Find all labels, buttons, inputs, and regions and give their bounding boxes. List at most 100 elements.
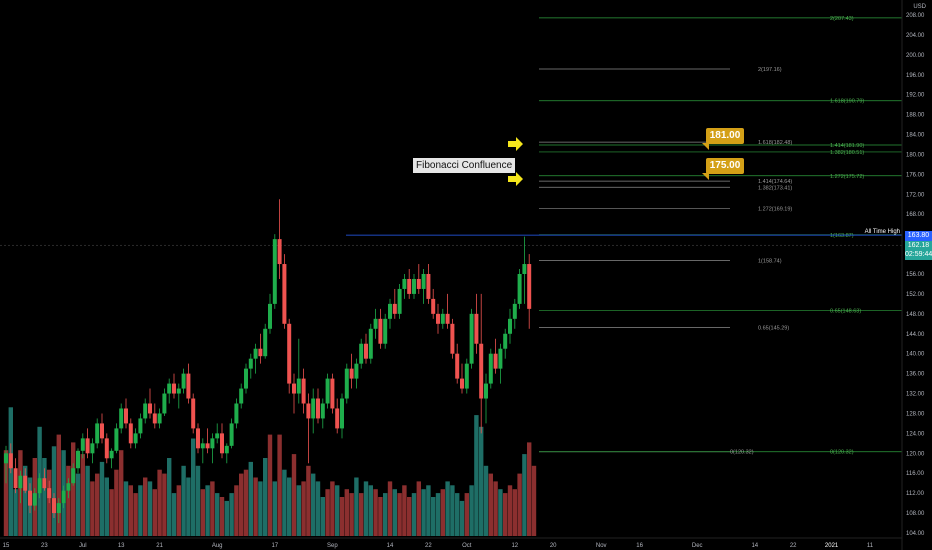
candle-body [52,498,56,514]
y-axis-tick: 140.00 [906,352,925,358]
volume-bar [56,434,61,536]
y-axis-tick: 104.00 [906,531,925,537]
y-axis-tick: 156.00 [906,272,925,278]
volume-bar [176,485,181,536]
candle-body [85,438,90,454]
volume-bar [483,465,489,536]
candle-body [42,478,47,489]
volume-bar [186,477,191,536]
volume-bar [215,493,220,536]
candle-body [263,328,268,357]
candle-body [114,428,119,451]
volume-bar [229,493,234,536]
x-axis-tick: 17 [271,543,278,549]
fib-level-label: 0(120.32) [730,450,754,456]
candle-body [277,239,282,265]
candle-body [282,264,287,324]
x-axis-tick: Jul [79,543,87,549]
x-axis-tick: Nov [596,543,607,549]
candle-body [133,433,138,444]
volume-bar [263,458,268,536]
candle-body [498,348,503,369]
volume-bar [392,489,397,536]
candle-body [292,383,296,394]
candle-body [32,493,37,506]
volume-bar [517,473,522,536]
volume-bar [109,489,114,536]
volume-bar [143,477,148,536]
x-axis-tick: 2021 [825,543,839,549]
candle-body [239,388,244,404]
candle-body [508,318,512,334]
y-axis-tick: 200.00 [906,53,925,59]
volume-bar [128,485,133,536]
volume-bar [435,493,441,536]
volume-bar [181,465,186,536]
volume-bar [224,500,229,536]
volume-bar [195,465,201,536]
candle-body [316,398,320,419]
volume-bar [344,489,349,536]
candle-body [124,408,128,424]
volume-bar [210,481,215,536]
volume-bar [123,481,129,536]
candle-body [162,393,167,414]
volume-bar [291,454,297,536]
volume-bar [354,477,359,536]
candle-body [181,373,186,389]
y-axis-tick: 128.00 [906,411,925,417]
volume-bar [205,485,210,536]
x-axis-tick: Dec [692,543,703,549]
candle-body [335,408,340,429]
volume-bar [469,485,474,536]
candle-body [383,318,388,344]
volume-bar [301,481,306,536]
candle-body [205,443,210,449]
y-axis-tick: 152.00 [906,292,925,298]
candle-body [306,403,311,419]
volume-bar [42,458,47,536]
candle-body [464,363,469,389]
volume-bar [503,493,508,536]
candle-body [397,288,402,314]
fib-level-label: 0.65(148.63) [830,309,861,315]
candle-body [176,388,181,394]
candle-body [340,398,344,429]
ath-price-tag: 163.80 [905,231,932,241]
volume-bar [287,477,292,536]
volume-bar [171,493,177,536]
arrow-right-icon [508,137,523,151]
volume-bar [66,465,71,536]
volume-bar [90,481,95,536]
volume-bar [104,477,109,536]
volume-bar [315,481,321,536]
y-axis-tick: 180.00 [906,152,925,158]
candle-body [186,373,191,399]
candle-body [469,313,474,364]
candle-body [244,368,248,389]
volume-bar [71,442,76,536]
candle-body [421,274,426,289]
volume-bar [397,493,402,536]
candle-body [66,483,71,491]
candle-body [296,378,301,394]
ath-label: All Time High [865,229,900,235]
candle-body [152,413,157,424]
candle-body [388,303,392,319]
volume-bar [119,450,124,536]
volume-bar [498,489,503,536]
y-axis-tick: 112.00 [906,491,925,497]
candle-body [287,323,292,384]
volume-bar [248,461,253,536]
candle-body [426,274,431,299]
candle-body [330,378,335,409]
x-axis-tick: 20 [550,543,557,549]
candle-body [440,313,445,324]
candle-body [220,433,224,454]
candle-body [215,433,220,439]
volume-bar [243,469,249,536]
candle-body [23,475,28,491]
volume-bar [162,473,167,536]
candle-body [364,343,368,359]
